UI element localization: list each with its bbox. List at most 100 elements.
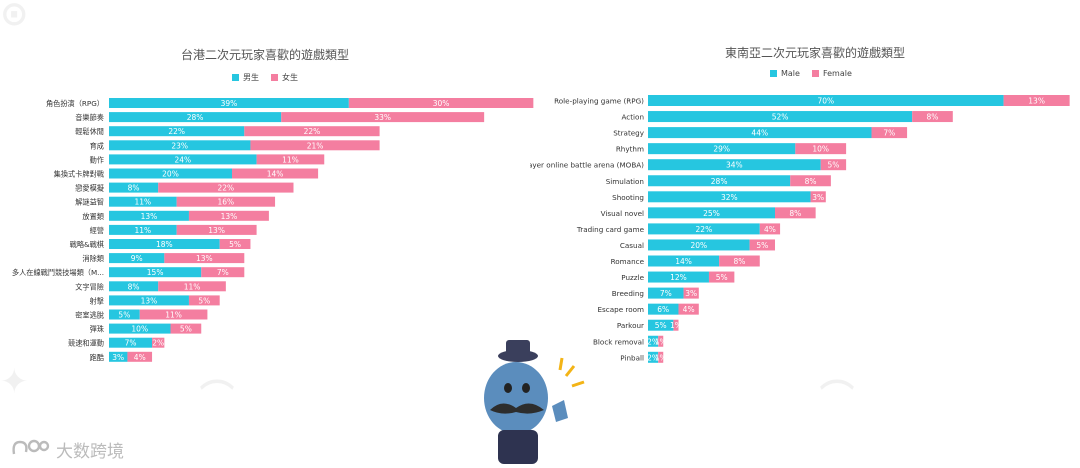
data-label-male: 24% — [174, 155, 191, 164]
category-label: 消除類 — [82, 254, 104, 263]
legend-label-female: Female — [822, 69, 852, 78]
data-label-male: 12% — [670, 273, 687, 282]
bar-male — [109, 126, 245, 137]
bar-male — [648, 303, 679, 315]
data-label-female: 4% — [764, 225, 776, 234]
bar-female — [795, 143, 847, 155]
data-label-female: 11% — [282, 155, 299, 164]
category-label: 多人在線戰鬥競技場類（M... — [12, 268, 104, 277]
bar-male — [109, 224, 177, 235]
bar-male — [109, 168, 232, 179]
bar-female — [658, 335, 664, 347]
data-label-female: 5% — [229, 240, 241, 249]
bar-female — [810, 191, 826, 203]
bar-male — [648, 207, 775, 219]
bar-female — [281, 112, 485, 123]
bar-female — [658, 351, 664, 363]
data-label-female: 21% — [307, 141, 324, 150]
bar-male — [109, 112, 282, 123]
legend-label-female: 女生 — [282, 73, 298, 82]
category-label: 戰略&戰棋 — [70, 240, 104, 249]
category-label: 音樂節奏 — [75, 113, 104, 122]
bar-male — [109, 98, 349, 108]
category-label: Parkour — [617, 321, 644, 330]
bar-female — [176, 196, 276, 207]
data-label-male: 29% — [713, 145, 730, 154]
bar-male — [648, 127, 872, 139]
legend-item-male: Male — [770, 69, 800, 78]
bar-female — [170, 323, 202, 334]
legend-swatch-male — [770, 70, 777, 77]
brand-name: 大数跨境 — [56, 442, 124, 462]
data-label-female: 10% — [812, 145, 829, 154]
data-label-female: 11% — [184, 282, 201, 291]
category-label: 競速和運動 — [68, 339, 104, 348]
data-label-male: 25% — [703, 209, 720, 218]
data-label-male: 28% — [187, 113, 204, 122]
bar-female — [871, 127, 908, 139]
category-label: Rhythm — [616, 145, 644, 154]
data-label-male: 2% — [647, 337, 659, 346]
category-label: 動作 — [90, 155, 104, 164]
watermark: ⌒ — [200, 378, 236, 418]
watermark: ✦ — [0, 362, 31, 402]
chart-title-left: 台港二次元玩家喜歡的遊戲類型 — [180, 48, 349, 62]
bar-female — [912, 111, 953, 123]
bar-male — [648, 223, 760, 235]
data-label-male: 13% — [141, 296, 158, 305]
data-label-male: 8% — [128, 282, 140, 291]
data-label-male: 44% — [751, 129, 768, 138]
data-label-male: 3% — [112, 353, 124, 362]
data-label-female: 3% — [685, 289, 697, 298]
bar-male — [109, 337, 153, 348]
brand-logo-icon — [10, 436, 50, 463]
data-label-male: 10% — [131, 325, 148, 334]
bar-female — [250, 140, 380, 151]
category-label: 放置類 — [82, 212, 104, 221]
data-label-male: 20% — [162, 170, 179, 179]
data-label-female: 13% — [196, 254, 213, 263]
category-label: 戀愛模擬 — [75, 184, 104, 193]
category-label: 射擊 — [90, 296, 104, 305]
bar-male — [109, 295, 189, 306]
category-label: Breeding — [612, 289, 644, 298]
category-label: Puzzle — [621, 273, 644, 282]
data-label-female: 3% — [812, 193, 824, 202]
data-label-male: 5% — [655, 321, 667, 330]
data-label-male: 8% — [128, 184, 140, 193]
data-label-female: 1% — [655, 337, 667, 346]
data-label-female: 8% — [733, 257, 745, 266]
category-label: 輕鬆休閒 — [75, 127, 104, 136]
bar-female — [232, 168, 319, 179]
bar-female — [673, 319, 679, 331]
category-label: Multiplayer online battle arena (MOBA) — [530, 161, 644, 170]
legend-swatch-female — [271, 74, 278, 81]
bar-female — [127, 351, 153, 362]
data-label-female: 7% — [217, 268, 229, 277]
data-label-male: 32% — [721, 193, 738, 202]
bar-female — [219, 239, 251, 249]
data-label-female: 16% — [218, 198, 235, 207]
category-label: 彈珠 — [90, 325, 105, 334]
bar-female — [719, 255, 760, 267]
bar-male — [648, 287, 684, 299]
legend-item-female: 女生 — [271, 72, 298, 83]
category-label: Escape room — [597, 305, 644, 314]
legend-label-male: 男生 — [243, 73, 259, 82]
data-label-female: 14% — [267, 170, 284, 179]
category-label: 角色扮演（RPG） — [46, 99, 104, 108]
data-label-male: 7% — [125, 339, 137, 348]
category-label: Shooting — [612, 193, 644, 202]
data-label-male: 11% — [134, 226, 151, 235]
bar-male — [109, 140, 251, 151]
bar-male — [648, 111, 913, 123]
bar-female — [348, 98, 534, 108]
bar-male — [648, 271, 709, 283]
data-label-female: 11% — [165, 311, 182, 320]
data-label-female: 4% — [683, 305, 695, 314]
legend-item-female: Female — [811, 69, 852, 78]
data-label-male: 22% — [168, 127, 185, 136]
data-label-female: 22% — [304, 127, 321, 136]
bar-male — [109, 267, 202, 278]
